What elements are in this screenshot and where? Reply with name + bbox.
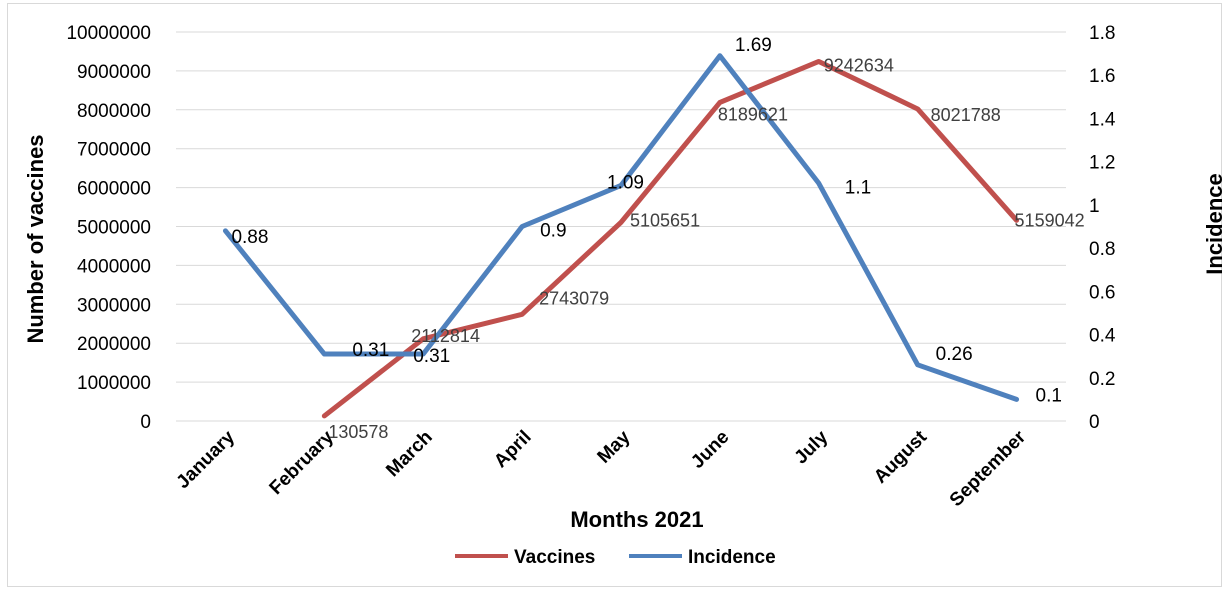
y-tick-label: 7000000 [77,140,151,161]
y-tick-label: 0 [140,412,151,433]
y-tick-label: 5000000 [77,218,151,239]
incidence-data-label: 1.69 [735,35,772,56]
vaccines-data-label: 2112814 [411,326,480,346]
y2-tick-label: 0.8 [1089,239,1115,260]
x-tick-label: August [870,426,932,488]
series-lines [222,53,1020,419]
data-labels: 130578 2112814 2743079 5105651 8189621 924263… [231,35,1084,442]
vaccines-data-label: 2743079 [539,288,609,308]
y2-tick-label: 1.4 [1089,109,1116,130]
gridlines [176,31,1066,422]
y2-tick-label: 1.6 [1089,66,1115,87]
x-axis-ticks: January February March April May June July Augu… [173,426,1031,511]
x-tick-label: January [173,426,240,493]
x-tick-label: April [490,427,535,472]
legend: Vaccines Incidence [455,547,776,568]
x-tick-label: May [594,426,635,467]
y-tick-label: 10000000 [66,23,151,44]
y2-tick-label: 0.4 [1089,326,1116,347]
x-tick-label: September [946,426,1031,511]
vaccines-data-label: 130578 [328,422,388,442]
incidence-data-label: 0.9 [540,221,566,242]
vaccines-data-label: 8021788 [931,105,1001,125]
x-axis-title: Months 2021 [570,507,703,532]
y-axis-title: Number of vaccines [23,134,48,343]
x-tick-label: July [791,426,833,468]
incidence-data-label: 1.09 [607,172,644,193]
y2-tick-label: 1 [1089,196,1100,217]
incidence-data-label: 1.1 [845,177,871,198]
y2-tick-label: 0 [1089,412,1100,433]
incidence-data-label: 0.88 [231,227,268,248]
series-line-incidence [222,53,1020,402]
y-tick-label: 1000000 [77,373,151,394]
y2-tick-label: 1.8 [1089,23,1115,44]
y-tick-label: 3000000 [77,295,151,316]
y-tick-label: 2000000 [77,334,151,355]
y2-tick-label: 0.6 [1089,282,1115,303]
incidence-data-label: 0.26 [936,344,973,365]
y2-tick-label: 0.2 [1089,369,1115,390]
x-tick-label: June [687,427,733,473]
y2-axis-title: Incidence [1202,173,1227,274]
incidence-data-label: 0.31 [413,346,450,367]
x-tick-label: March [382,427,436,481]
y-tick-label: 6000000 [77,179,151,200]
vaccines-data-label: 9242634 [824,55,894,75]
legend-label-vaccines: Vaccines [514,547,595,568]
right-axis-ticks: 0 0.2 0.4 0.6 0.8 1 1.2 1.4 1.6 1.8 [1089,23,1116,433]
vaccines-data-label: 5159042 [1015,210,1085,230]
vaccines-data-label: 8189621 [718,104,788,124]
legend-label-incidence: Incidence [688,547,776,568]
y-tick-label: 4000000 [77,256,151,277]
y-tick-label: 9000000 [77,62,151,83]
left-axis-ticks: 0 1000000 2000000 3000000 4000000 5000000 6000… [66,23,151,433]
y-tick-label: 8000000 [77,101,151,122]
incidence-data-label: 0.1 [1036,385,1062,406]
chart-area [7,3,1222,587]
incidence-data-label: 0.31 [352,340,389,361]
vaccines-data-label: 5105651 [630,210,700,230]
x-tick-label: February [266,426,339,499]
y2-tick-label: 1.2 [1089,153,1115,174]
